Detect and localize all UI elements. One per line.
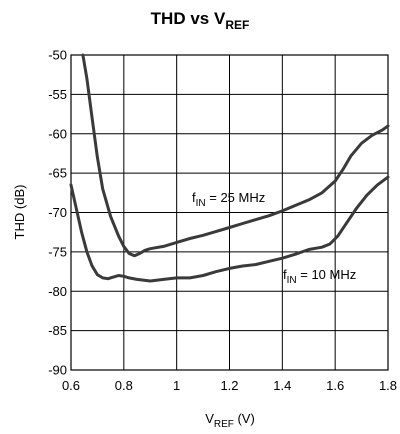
chart-title-base: THD vs V [151, 9, 226, 28]
annotation-10mhz: fIN = 10 MHz [283, 267, 356, 286]
x-tick-label: 0.6 [62, 378, 80, 393]
y-tick-label: -85 [48, 323, 67, 338]
x-tick-label: 1 [173, 378, 180, 393]
y-axis-label: THD (dB) [12, 185, 27, 240]
x-axis-label-unit: (V) [234, 411, 255, 426]
annotation-10mhz-base: f [283, 267, 287, 282]
y-tick-labels: -50 -55 -60 -65 -70 -75 -80 -85 -90 [48, 48, 67, 378]
y-tick-label: -65 [48, 166, 67, 181]
annotation-25mhz: fIN = 25 MHz [192, 190, 265, 209]
annotation-25mhz-base: f [192, 190, 196, 205]
x-tick-label: 1.2 [220, 378, 238, 393]
chart-title: THD vs VREF [151, 9, 250, 32]
y-tick-label: -90 [48, 363, 67, 378]
annotation-10mhz-rest: = 10 MHz [297, 267, 357, 282]
y-tick-label: -50 [48, 48, 67, 63]
x-axis-label-sub: REF [214, 419, 234, 430]
y-tick-label: -60 [48, 126, 67, 141]
y-tick-label: -80 [48, 284, 67, 299]
x-tick-labels: 0.6 0.8 1 1.2 1.4 1.6 1.8 [62, 378, 397, 393]
series-line-25mhz [81, 53, 390, 258]
annotation-25mhz-rest: = 25 MHz [206, 190, 266, 205]
x-axis-label-base: V [205, 411, 214, 426]
x-tick-label: 1.6 [326, 378, 344, 393]
x-tick-label: 1.4 [273, 378, 291, 393]
y-tick-label: -75 [48, 244, 67, 259]
grid-lines [71, 55, 388, 370]
plot-frame [70, 54, 389, 371]
series-lines [69, 53, 390, 283]
x-tick-label: 0.8 [115, 378, 133, 393]
chart-title-sub: REF [225, 18, 249, 32]
y-tick-label: -70 [48, 205, 67, 220]
x-axis-label: VREF (V) [205, 411, 255, 430]
annotation-25mhz-sub: IN [196, 198, 206, 209]
annotation-10mhz-sub: IN [287, 275, 297, 286]
series-line-10mhz [69, 175, 390, 283]
y-tick-label: -55 [48, 87, 67, 102]
x-tick-label: 1.8 [379, 378, 397, 393]
